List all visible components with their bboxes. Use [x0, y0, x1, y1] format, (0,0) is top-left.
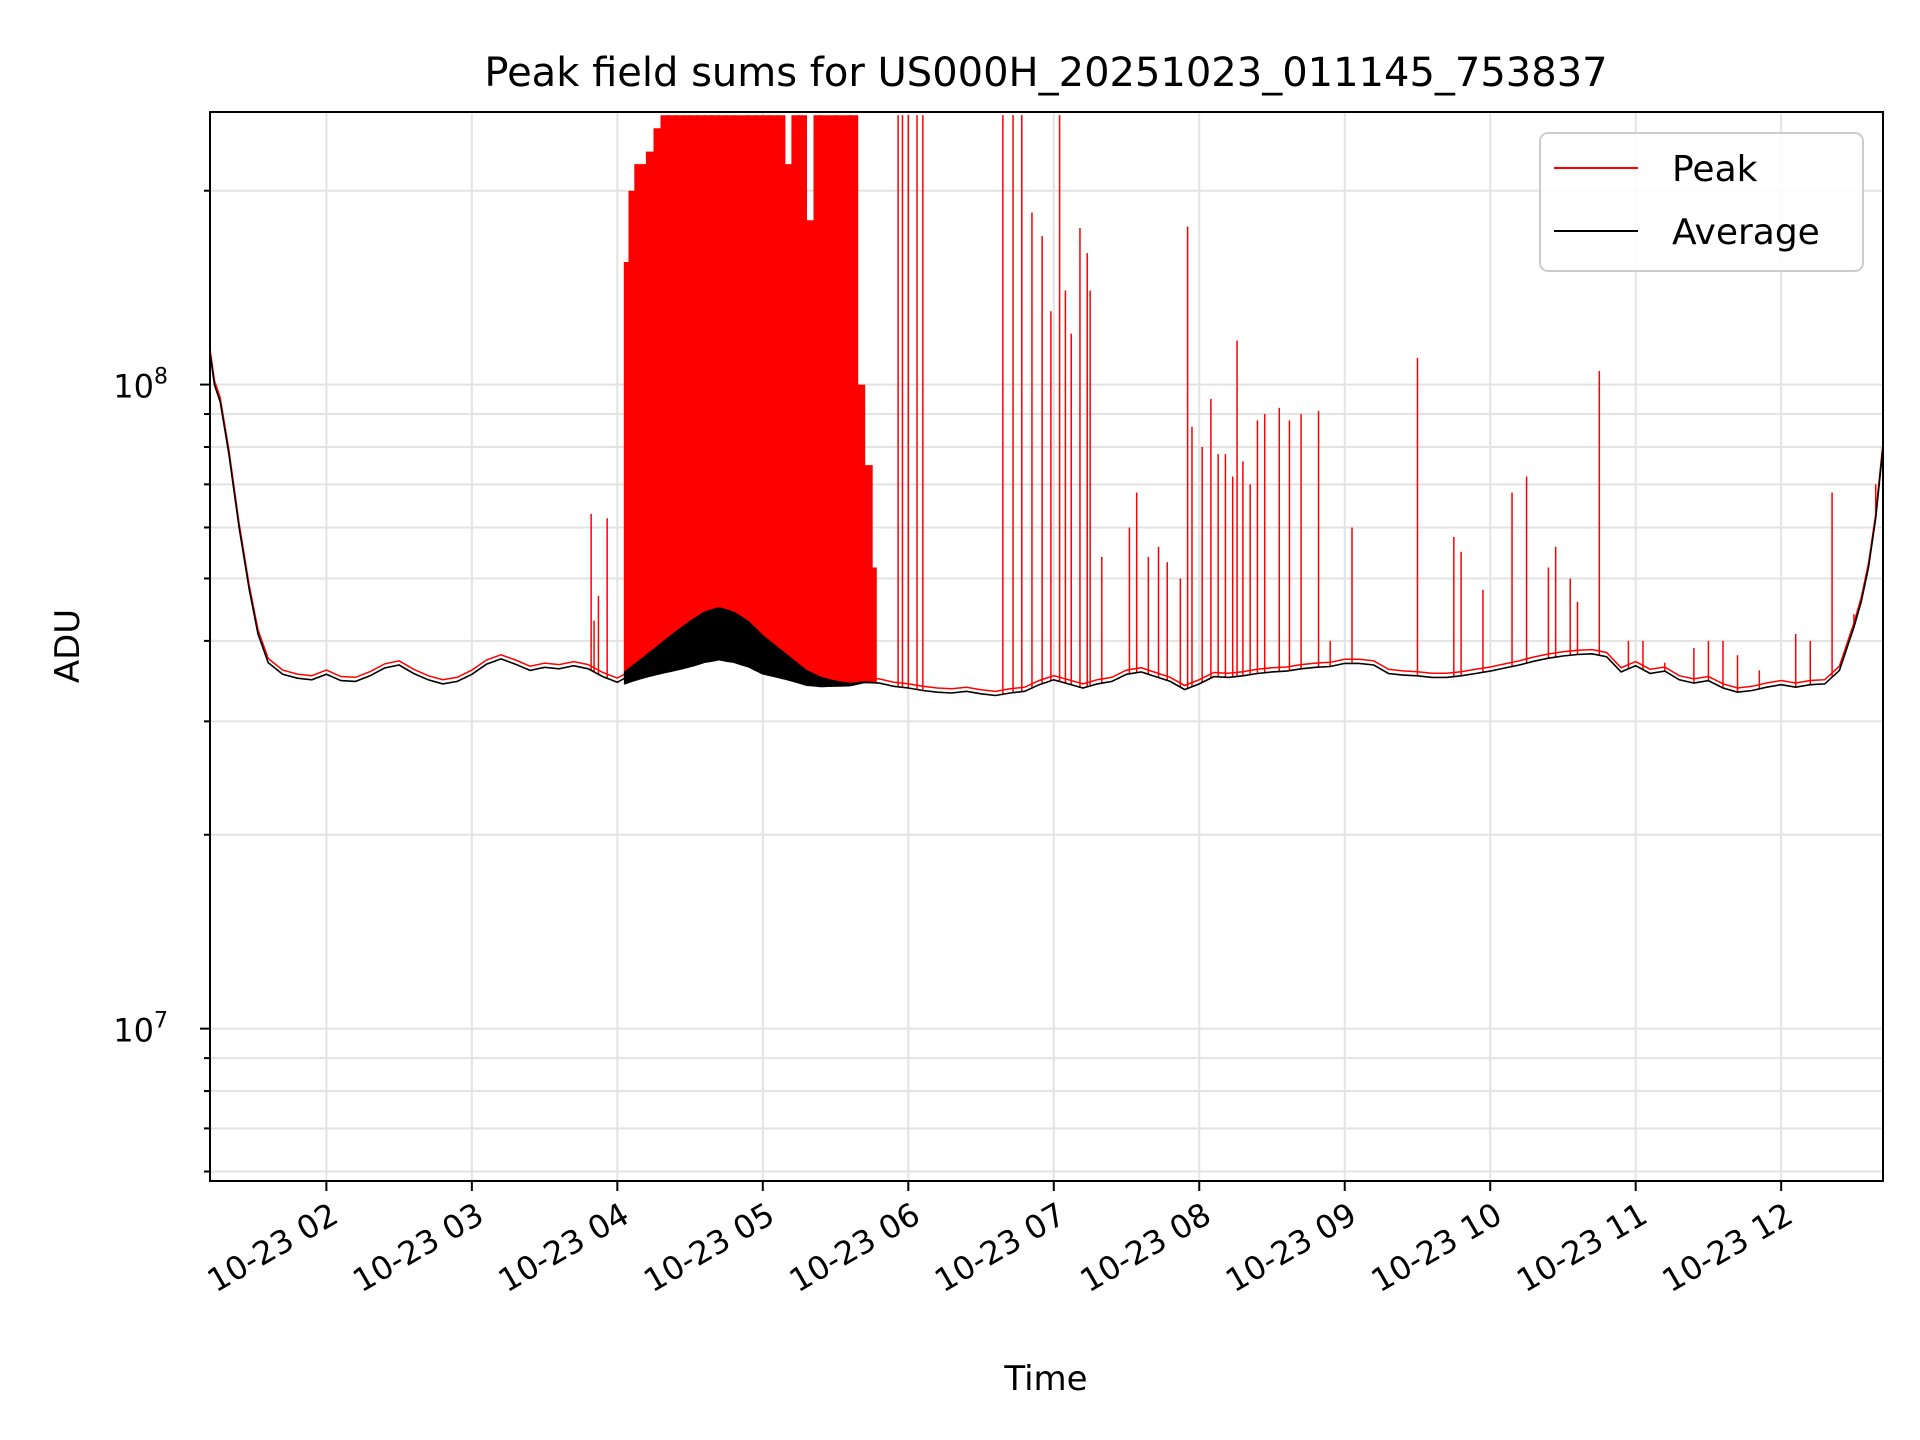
y-axis-label: ADU: [48, 609, 88, 683]
legend-peak-label: Peak: [1672, 149, 1758, 190]
peak-series-baseline: [209, 348, 1884, 693]
axes-frame: [209, 111, 1884, 1182]
plot-area: [209, 115, 1884, 697]
x-axis-label: Time: [1003, 1359, 1087, 1399]
average-series-line: [209, 352, 1884, 697]
y-tick-label: 107: [113, 1009, 168, 1050]
legend: Peak Average: [1539, 132, 1864, 272]
legend-average-label: Average: [1672, 212, 1820, 253]
y-tick-label: 108: [113, 365, 168, 406]
chart-title: Peak field sums for US000H_20251023_0111…: [484, 50, 1607, 96]
peak-burst-band: [623, 115, 877, 685]
grid: [210, 112, 1883, 1181]
